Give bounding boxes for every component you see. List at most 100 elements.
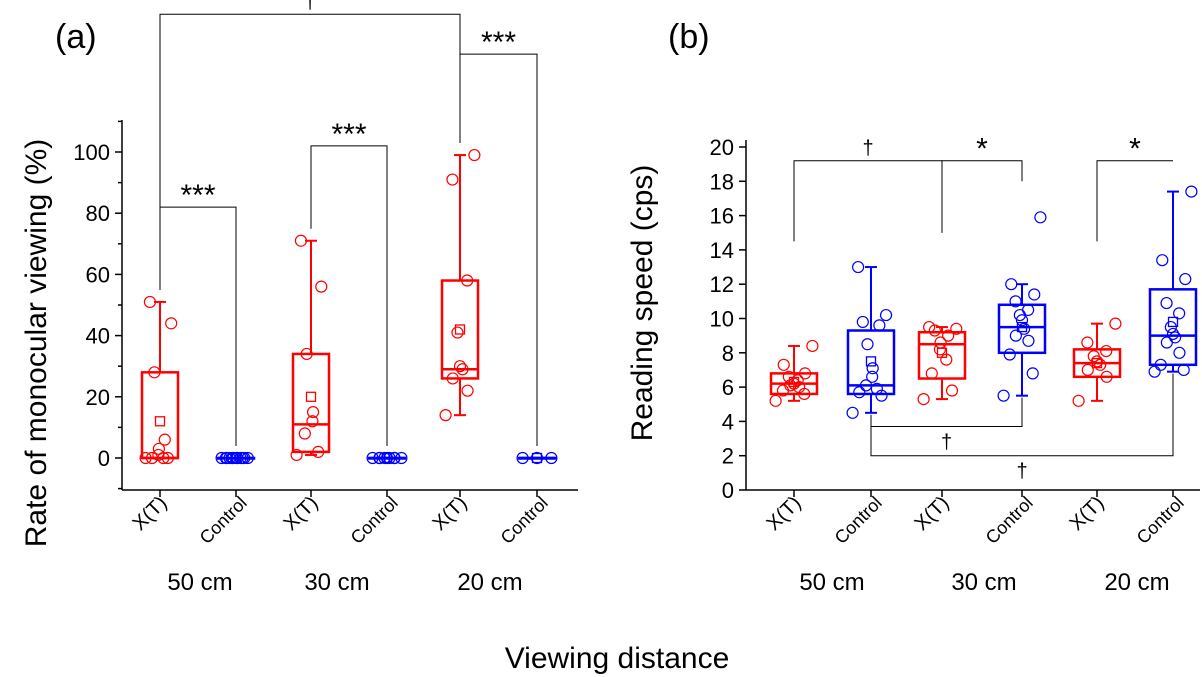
y-tick-label: 80 — [86, 201, 110, 226]
box-2 — [290, 234, 331, 462]
bracket-line — [870, 373, 1174, 457]
data-point — [917, 393, 930, 406]
box-rect — [1148, 288, 1198, 367]
y-tick-label: 14 — [710, 238, 734, 263]
significance-label: *** — [331, 118, 366, 151]
data-point — [545, 451, 558, 465]
data-point — [306, 406, 320, 419]
data-point — [143, 295, 157, 309]
y-tick-label: 40 — [86, 324, 110, 349]
bracket-line — [793, 160, 943, 242]
data-point — [1081, 363, 1094, 377]
data-point — [852, 260, 865, 274]
box-4 — [439, 148, 481, 422]
panel-b-group-label: 20 cm — [1104, 569, 1169, 596]
data-point — [1009, 295, 1022, 308]
data-point — [1109, 317, 1122, 330]
data-point — [294, 234, 308, 247]
bracket-line — [941, 160, 1023, 233]
mean-marker — [305, 391, 317, 402]
data-point — [298, 427, 311, 440]
significance-bracket: *** — [310, 118, 388, 446]
data-point — [530, 451, 544, 465]
data-point — [950, 322, 963, 335]
box-5 — [1148, 185, 1198, 378]
data-point — [769, 394, 782, 407]
data-point — [451, 326, 464, 339]
data-point — [395, 451, 408, 465]
panel-a-group-label: 30 cm — [304, 569, 369, 596]
data-point — [312, 445, 325, 458]
data-point — [856, 315, 869, 329]
data-point — [388, 451, 401, 465]
panel-b-group-label: 50 cm — [799, 569, 864, 596]
significance-label: † — [941, 432, 952, 454]
bracket-line — [159, 206, 237, 446]
significance-label: † — [304, 0, 315, 13]
bracket-line — [310, 145, 388, 446]
box-rect — [846, 329, 896, 396]
data-point — [446, 372, 459, 385]
data-point — [1185, 185, 1198, 198]
significance-bracket: *** — [159, 179, 237, 446]
data-point — [1100, 344, 1113, 358]
panel-b-group-label: 30 cm — [951, 569, 1016, 596]
data-point — [1166, 327, 1180, 341]
data-point — [1179, 272, 1192, 286]
box-4 — [1072, 317, 1122, 407]
y-tick-label: 8 — [722, 341, 734, 366]
data-point — [933, 343, 947, 356]
bracket-line — [1096, 160, 1173, 242]
data-point — [870, 382, 883, 395]
data-point — [925, 367, 938, 380]
data-point — [456, 363, 469, 376]
data-point — [934, 336, 947, 349]
mean-marker — [531, 452, 543, 464]
data-point — [152, 442, 165, 455]
data-point — [875, 389, 888, 402]
data-point — [1022, 334, 1035, 347]
significance-bracket: † — [870, 373, 1174, 483]
data-point — [453, 360, 467, 373]
data-point — [861, 338, 874, 351]
box-1 — [846, 260, 896, 419]
x-tick-label: Control — [497, 493, 552, 548]
y-tick-label: 20 — [710, 135, 734, 160]
data-point — [923, 320, 936, 334]
data-point — [461, 274, 474, 287]
x-tick-label: Control — [831, 493, 886, 548]
data-point — [1164, 320, 1177, 334]
data-point — [945, 384, 959, 397]
panel-b-ylabel: Reading speed (cps) — [626, 165, 659, 442]
data-point — [791, 374, 804, 387]
data-point — [782, 370, 795, 383]
data-point — [227, 451, 240, 465]
data-point — [942, 329, 955, 342]
y-tick-label: 16 — [710, 204, 734, 229]
mean-marker — [1091, 357, 1103, 369]
data-point — [1094, 358, 1107, 371]
y-tick-label: 100 — [73, 140, 110, 165]
figure-xlabel: Viewing distance — [505, 642, 730, 675]
box-0 — [769, 339, 819, 407]
data-point — [1148, 365, 1161, 378]
data-point — [940, 353, 953, 366]
data-point — [866, 370, 879, 383]
data-point — [439, 409, 452, 422]
box-rect — [140, 371, 180, 460]
significance-label: † — [1016, 461, 1027, 483]
data-point — [1156, 254, 1169, 267]
data-point — [859, 379, 873, 392]
y-tick-label: 6 — [722, 375, 734, 400]
data-point — [1177, 363, 1190, 377]
data-point — [461, 384, 474, 397]
data-point — [1072, 394, 1085, 407]
box-2 — [917, 320, 967, 406]
significance-label: * — [976, 133, 988, 166]
x-tick-label: Control — [982, 493, 1037, 548]
box-rect — [440, 279, 480, 380]
data-point — [1034, 211, 1047, 224]
y-tick-label: 10 — [710, 307, 734, 332]
panel-a-label: (a) — [55, 18, 97, 56]
